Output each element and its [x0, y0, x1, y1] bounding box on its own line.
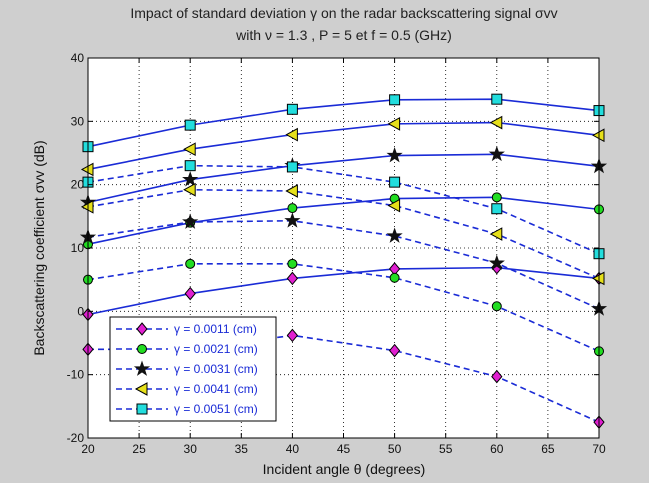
- series-2-solid-point: [491, 192, 502, 203]
- legend-entry: γ = 0.0021 (cm): [116, 342, 258, 356]
- series-4-solid-line: [87, 121, 600, 171]
- x-tick-label: 60: [490, 442, 504, 456]
- series-4-dashed-point: [183, 182, 196, 197]
- legend-entry: γ = 0.0041 (cm): [116, 382, 258, 396]
- series-4-solid-point: [387, 117, 401, 131]
- chart-title-line2: with ν = 1.3 , P = 5 et f = 0.5 (GHz): [235, 27, 452, 43]
- legend-marker: [136, 403, 148, 415]
- series-2-dashed-point: [491, 301, 502, 312]
- x-tick-label: 45: [337, 442, 351, 456]
- series-4-dashed-point: [285, 184, 298, 198]
- y-axis-label: Backscattering coefficient σvv (dB): [31, 140, 47, 355]
- y-tick-label: 20: [71, 178, 85, 192]
- legend-label: γ = 0.0051 (cm): [174, 402, 258, 416]
- series-4-dashed-point: [387, 198, 401, 213]
- series-5-dashed-point: [286, 161, 298, 173]
- series-1-dashed-point: [286, 328, 299, 343]
- series-4-solid-point: [489, 115, 503, 130]
- x-tick-label: 35: [235, 442, 249, 456]
- series-2-dashed-point: [185, 258, 196, 269]
- series-2-solid-line: [87, 196, 600, 245]
- legend-label: γ = 0.0011 (cm): [174, 322, 257, 336]
- series-3-solid-point: [488, 145, 505, 162]
- series-3-solid-point: [386, 147, 403, 163]
- legend-marker: [133, 360, 151, 376]
- y-tick-label: 10: [71, 241, 85, 255]
- y-tick-label: 0: [77, 304, 84, 318]
- ticks: 20 25 30 35 40 45 50 55 60 65 70 -20 -10 0 10 20 30 40: [67, 51, 606, 456]
- series-5-dashed-point: [184, 160, 196, 172]
- y-tick-label: 30: [71, 114, 85, 128]
- series-3-dashed-point: [488, 254, 505, 271]
- x-tick-label: 65: [541, 442, 555, 456]
- series-5-solid-point: [184, 119, 196, 131]
- series-1-dashed-point: [491, 369, 503, 384]
- legend: γ = 0.0011 (cm) γ = 0.0021 (cm) γ = 0.0031…: [109, 316, 277, 422]
- x-tick-label: 55: [439, 442, 453, 456]
- series-3-dashed-point: [386, 227, 403, 243]
- y-tick-label: 40: [71, 51, 85, 65]
- series-4-dashed-line: [87, 188, 600, 280]
- series-1-solid-point: [184, 286, 196, 301]
- legend-marker: [137, 344, 147, 354]
- series-2-dashed-point: [287, 258, 298, 269]
- series-5-dashed-point: [389, 176, 401, 188]
- series-3-dashed-point: [182, 213, 199, 229]
- x-tick-label: 50: [388, 442, 402, 456]
- legend-label: γ = 0.0021 (cm): [174, 342, 258, 356]
- x-tick-label: 40: [286, 442, 300, 456]
- series-5-dashed-line: [87, 164, 600, 255]
- x-tick-label: 30: [184, 442, 198, 456]
- legend-marker: [134, 382, 148, 396]
- x-tick-label: 70: [592, 442, 606, 456]
- series-5-solid-point: [491, 93, 503, 105]
- series-5-solid-point: [286, 103, 298, 115]
- series-5-solid-point: [389, 94, 401, 106]
- series-3-dashed-point: [284, 212, 301, 228]
- legend-entry: γ = 0.0011 (cm): [116, 322, 257, 336]
- series-2-dashed-point: [389, 272, 400, 283]
- legend-entry: γ = 0.0051 (cm): [116, 402, 258, 416]
- series-3-dashed-line: [87, 219, 600, 310]
- x-axis-label: Incident angle θ (degrees): [263, 461, 426, 477]
- series-4-dashed-point: [489, 227, 503, 241]
- legend-label: γ = 0.0031 (cm): [174, 362, 258, 376]
- series-3-solid-line: [87, 153, 600, 204]
- series-5-solid-line: [87, 98, 600, 148]
- x-tick-label: 25: [132, 442, 146, 456]
- series-2-dashed-line: [87, 263, 600, 352]
- y-tick-label: -20: [67, 431, 85, 445]
- series-4-solid-point: [183, 142, 196, 157]
- series-5-dashed-point: [491, 203, 503, 215]
- series-1-solid-point: [286, 271, 299, 286]
- legend-entry: γ = 0.0031 (cm): [116, 360, 258, 376]
- series-2-solid-point: [287, 203, 298, 214]
- series-4-solid-point: [285, 127, 298, 142]
- x-tick-label: 20: [81, 442, 95, 456]
- legend-marker: [136, 322, 148, 336]
- legend-label: γ = 0.0041 (cm): [174, 382, 258, 396]
- series-1-dashed-point: [388, 343, 401, 358]
- y-tick-label: -10: [67, 368, 85, 382]
- chart-title-line1: Impact of standard deviation γ on the ra…: [130, 5, 557, 21]
- series-4: [80, 115, 605, 286]
- series-3-solid-point: [182, 171, 199, 187]
- series-1-solid-line: [87, 266, 600, 316]
